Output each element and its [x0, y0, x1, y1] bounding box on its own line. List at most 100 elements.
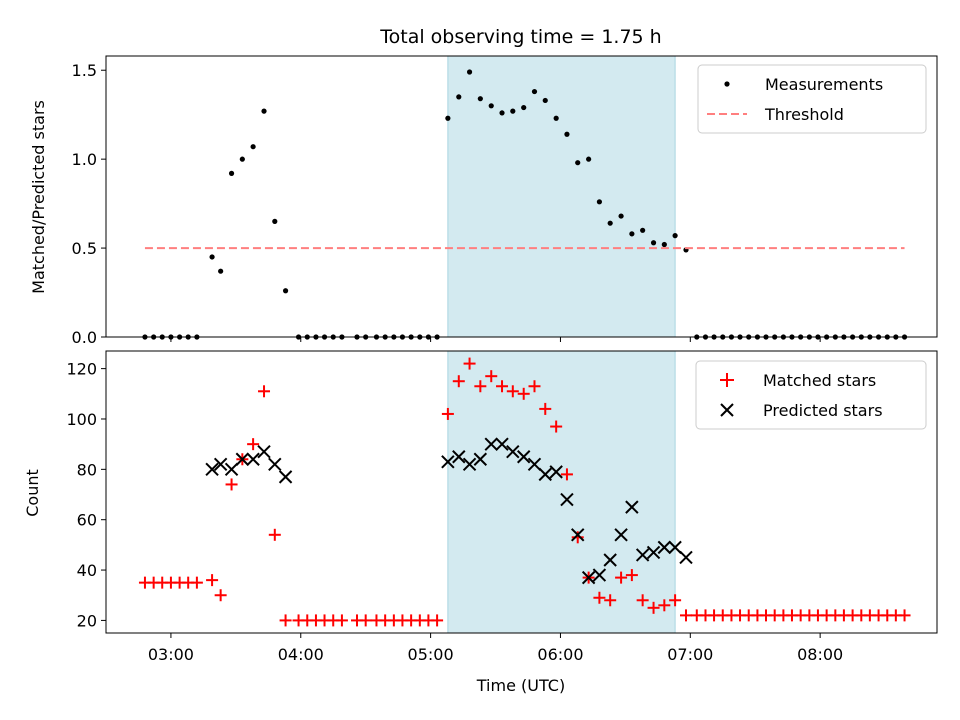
matched-stars-point: [539, 402, 552, 415]
matched-stars-point: [206, 574, 219, 587]
measurement-point: [488, 103, 494, 109]
predicted-stars-point: [517, 450, 531, 464]
y-tick-label: 100: [66, 410, 97, 429]
legend-matched-label: Matched stars: [763, 371, 876, 390]
y-tick-label: 40: [77, 561, 97, 580]
measurement-point: [672, 233, 678, 239]
measurement-point: [218, 268, 224, 274]
measurement-point: [650, 240, 657, 246]
measurement-point: [553, 115, 559, 121]
predicted-stars-point: [452, 450, 466, 464]
matched-stars-point: [335, 614, 348, 627]
bottom-y-axis-label: Count: [23, 469, 42, 517]
predicted-stars-point: [657, 540, 672, 555]
chart-title: Total observing time = 1.75 h: [379, 26, 661, 48]
x-tick-label: 04:00: [278, 645, 324, 664]
predicted-stars-point: [441, 455, 455, 469]
top-panel: 0.0 0.5 1.0 1.5 Matched/Predicted stars Mea…: [29, 55, 938, 347]
y-tick-label: 1.0: [72, 150, 97, 169]
measurement-point: [521, 104, 527, 111]
measurement-point: [282, 288, 289, 294]
x-tick-label: 03:00: [148, 645, 194, 664]
top-legend: Measurements Threshold: [697, 64, 927, 134]
matched-stars-point: [550, 420, 563, 433]
matched-stars-point: [279, 614, 292, 627]
measurement-point: [575, 160, 581, 166]
matched-stars-point: [658, 599, 671, 612]
measurement-point: [499, 110, 505, 116]
shaded-observing-window: [447, 351, 676, 633]
matched-stars-point: [560, 468, 573, 481]
x-tick-label: 08:00: [797, 645, 843, 664]
matched-stars-point: [593, 591, 606, 604]
y-tick-label: 120: [66, 360, 97, 379]
legend-predicted-label: Predicted stars: [763, 401, 883, 420]
matched-stars-point: [474, 380, 487, 393]
predicted-stars-point: [635, 548, 650, 562]
matched-stars-point: [625, 569, 638, 582]
bottom-legend-box: [695, 360, 927, 430]
matched-stars-point: [225, 478, 238, 491]
predicted-stars-point: [549, 465, 563, 479]
predicted-stars-point: [679, 550, 693, 565]
bottom-legend: Matched stars Predicted stars: [695, 360, 927, 430]
measurement-point: [629, 231, 635, 237]
measurement-point: [239, 156, 245, 162]
measurement-point: [661, 241, 667, 248]
matched-stars-point: [604, 594, 617, 607]
top-legend-box: [697, 64, 927, 134]
measurement-point: [228, 170, 235, 176]
measurement-point: [542, 97, 548, 104]
matched-stars-point: [359, 614, 372, 627]
matched-stars-point: [496, 380, 509, 393]
predicted-stars-point: [527, 457, 542, 472]
bottom-axes-frame: [105, 350, 938, 634]
measurement-point: [445, 115, 451, 121]
predicted-stars-point: [581, 570, 596, 585]
matched-stars-point: [258, 385, 271, 398]
matched-stars-point: [571, 531, 584, 544]
top-y-axis-label: Matched/Predicted stars: [29, 100, 48, 294]
measurement-point: [466, 69, 473, 75]
matched-stars-point: [898, 609, 911, 622]
y-tick-label: 60: [77, 511, 97, 530]
y-tick-label: 1.5: [72, 61, 97, 80]
predicted-stars-point: [571, 528, 585, 542]
predicted-stars-point: [668, 540, 682, 555]
measurement-point: [477, 96, 483, 102]
matched-stars-point: [190, 576, 203, 589]
measurement-point: [510, 108, 516, 114]
y-tick-label: 0.0: [72, 328, 97, 347]
matched-stars-point: [441, 407, 454, 420]
predicted-stars-point: [278, 470, 293, 484]
y-tick-label: 0.5: [72, 239, 97, 258]
matched-stars-point: [431, 614, 444, 627]
measurement-point: [250, 144, 256, 150]
matched-stars-point: [669, 594, 682, 607]
matched-stars-point: [485, 370, 498, 383]
predicted-stars-point: [473, 452, 488, 466]
predicted-stars-point: [205, 462, 219, 477]
predicted-stars-point: [462, 457, 477, 472]
measurement-point: [640, 227, 646, 233]
bottom-x-ticks: 03:00 04:00 05:00 06:00 07:00 08:00: [148, 633, 843, 664]
legend-threshold-label: Threshold: [764, 105, 844, 124]
measurement-point: [596, 199, 603, 205]
x-axis-label: Time (UTC): [476, 676, 565, 695]
predicted-stars-point: [235, 452, 250, 466]
legend-predicted-marker: [720, 403, 734, 417]
bottom-shaded-region: [447, 351, 676, 633]
predicted-stars-point: [495, 437, 509, 451]
predicted-stars-point: [506, 445, 520, 459]
predicted-stars-point: [224, 462, 239, 477]
measurement-point: [564, 131, 570, 137]
measurement-point: [272, 218, 278, 224]
measurement-point: [456, 94, 462, 100]
bottom-data-marks: [138, 357, 911, 627]
top-shaded-region: [447, 56, 676, 337]
y-tick-label: 20: [77, 611, 97, 630]
x-tick-label: 05:00: [408, 645, 454, 664]
predicted-stars-point: [538, 467, 552, 482]
predicted-stars-point: [592, 568, 607, 582]
